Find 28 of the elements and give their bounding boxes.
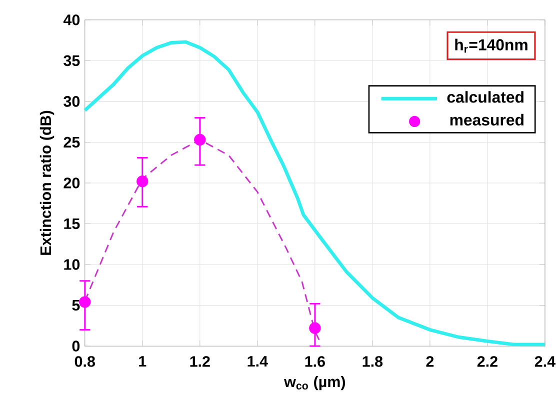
legend-label: calculated bbox=[447, 91, 524, 103]
y-tick-label: 10 bbox=[64, 259, 80, 270]
annotation: h$_{r}$=140nm bbox=[455, 38, 528, 53]
x-tick-label: 2.2 bbox=[477, 356, 498, 367]
y-tick-label: 30 bbox=[64, 96, 80, 107]
point bbox=[136, 176, 148, 188]
x-axis-title: w$_{co}$ (µm) bbox=[284, 376, 346, 390]
x-tick-label: 2.4 bbox=[534, 356, 556, 367]
x-tick-label: 1.2 bbox=[190, 356, 210, 367]
y-tick-label: 0 bbox=[72, 340, 80, 352]
x-tick-label: 1.4 bbox=[248, 356, 268, 367]
x-tick-label: 1 bbox=[139, 356, 146, 367]
y-tick-label: 25 bbox=[64, 136, 80, 148]
y-tick-label: 35 bbox=[64, 55, 80, 66]
x-tick-label: 1.6 bbox=[305, 356, 325, 368]
point bbox=[79, 296, 91, 308]
y-tick-label: 40 bbox=[63, 14, 80, 26]
y-tick-label: 20 bbox=[64, 178, 80, 189]
line-series bbox=[83, 40, 547, 346]
x-tick-label: 1.8 bbox=[362, 356, 383, 368]
x-tick-label: 2 bbox=[426, 356, 434, 367]
x-tick-label: 0.8 bbox=[74, 356, 95, 368]
point bbox=[194, 134, 206, 146]
y-tick-label: 5 bbox=[72, 300, 80, 311]
legend-label: measured bbox=[450, 114, 524, 126]
y-tick-label: 15 bbox=[64, 218, 80, 230]
y-axis-title: Extinction ratio (dB) bbox=[40, 111, 54, 255]
point bbox=[309, 322, 321, 334]
